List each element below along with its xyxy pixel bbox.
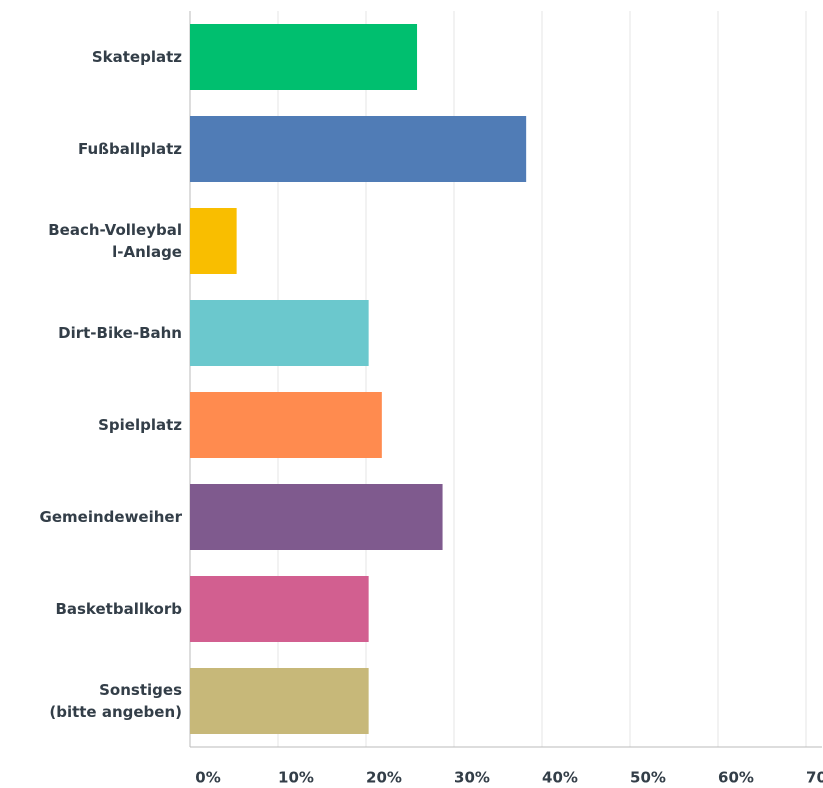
bar xyxy=(190,300,369,366)
category-label: Sonstiges (bitte angeben) xyxy=(49,681,182,721)
bar xyxy=(190,668,369,734)
bar xyxy=(190,576,369,642)
category-label: Gemeindeweiher xyxy=(39,508,182,526)
bar xyxy=(190,116,527,182)
x-tick-label: 10% xyxy=(278,769,314,787)
category-label: Beach-Volleybal l-Anlage xyxy=(48,221,182,261)
bar xyxy=(190,208,237,274)
category-label: Spielplatz xyxy=(98,416,182,434)
bar xyxy=(190,24,418,90)
x-tick-label: 60% xyxy=(718,769,754,787)
category-label: Skateplatz xyxy=(91,48,182,66)
x-tick-label: 30% xyxy=(454,769,490,787)
category-label: Basketballkorb xyxy=(55,600,182,618)
bar xyxy=(190,392,382,458)
x-tick-label: 70% xyxy=(806,769,823,787)
x-tick-label: 50% xyxy=(630,769,666,787)
bar xyxy=(190,484,443,550)
category-label: Dirt-Bike-Bahn xyxy=(58,324,182,342)
x-tick-label: 0% xyxy=(195,769,220,787)
category-label: Fußballplatz xyxy=(77,140,182,158)
x-tick-label: 40% xyxy=(542,769,578,787)
x-tick-label: 20% xyxy=(366,769,402,787)
